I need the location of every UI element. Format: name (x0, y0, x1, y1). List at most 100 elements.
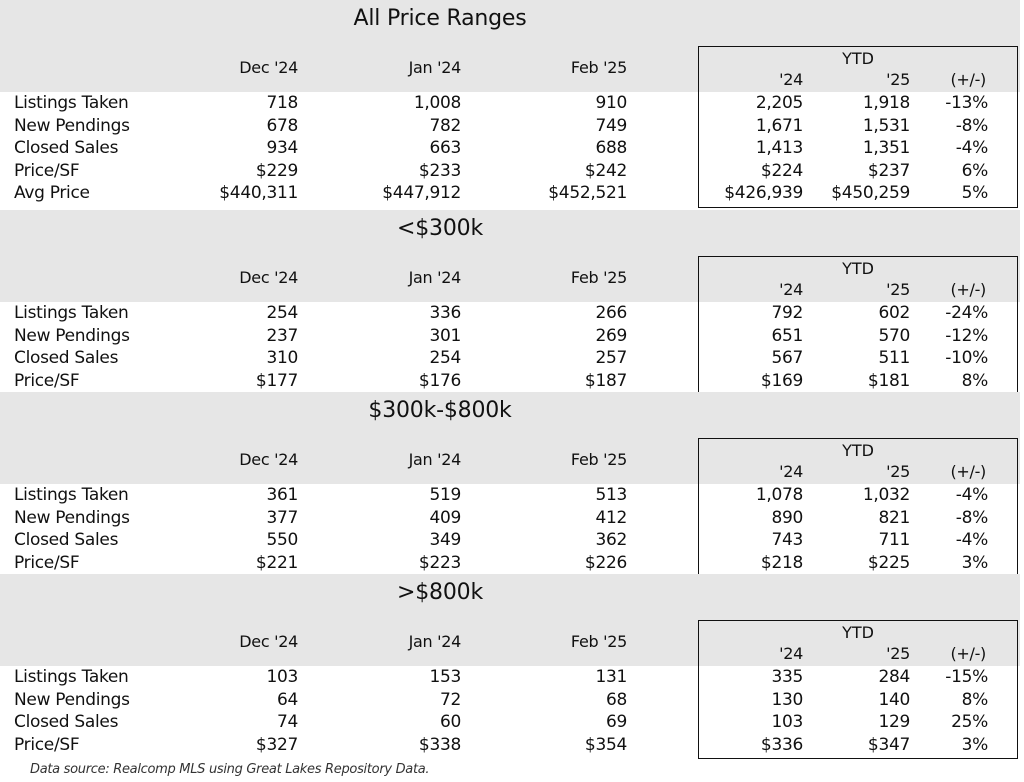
cell-ytd-change: 5% (961, 183, 989, 204)
cell-dec: 310 (266, 348, 298, 369)
cell-feb: 68 (605, 689, 627, 710)
cell-feb: 69 (605, 712, 627, 733)
cell-dec: $440,311 (219, 183, 298, 204)
ytd-label: YTD (842, 259, 874, 278)
col-header-ytd-24: '24 (779, 644, 803, 663)
cell-ytd-24: 1,413 (755, 138, 803, 159)
cell-feb: 131 (595, 667, 627, 687)
cell-dec: 103 (266, 667, 298, 687)
cell-dec: 237 (266, 325, 298, 346)
cell-ytd-24: 567 (771, 348, 803, 369)
cell-ytd-24: $336 (760, 734, 803, 755)
col-header-ytd-change: (+/-) (950, 644, 986, 663)
cell-jan: 301 (429, 325, 461, 346)
row-label: Price/SF (14, 160, 80, 181)
cell-jan: 336 (429, 303, 461, 323)
row-label: New Pendings (14, 507, 130, 528)
cell-dec: 678 (266, 115, 298, 136)
table-row-listings-taken: Listings Taken 361 519 513 1,078 1,032 -4% (0, 484, 1024, 507)
row-label: New Pendings (14, 115, 130, 136)
cell-jan: 1,008 (413, 93, 461, 113)
ytd-label: YTD (842, 441, 874, 460)
cell-jan: 782 (429, 115, 461, 136)
cell-feb: $187 (584, 370, 627, 391)
cell-ytd-24: 130 (771, 689, 803, 710)
cell-feb: $226 (584, 552, 627, 573)
row-label: Closed Sales (14, 712, 119, 733)
col-header-jan-24: Jan '24 (408, 632, 462, 651)
cell-feb: 749 (595, 115, 627, 136)
cell-ytd-24: 743 (771, 530, 803, 551)
col-header-ytd-24: '24 (779, 70, 803, 89)
section-title: <$300k (397, 216, 483, 241)
cell-ytd-25: 570 (878, 325, 910, 346)
cell-ytd-25: 129 (878, 712, 910, 733)
col-header-ytd-change: (+/-) (950, 462, 986, 481)
cell-ytd-24: $169 (760, 370, 803, 391)
cell-ytd-24: $224 (760, 160, 803, 181)
col-header-dec-24: Dec '24 (239, 450, 298, 469)
table-row-price-sf: Price/SF $221 $223 $226 $218 $225 3% (0, 552, 1024, 575)
table-row-listings-taken: Listings Taken 718 1,008 910 2,205 1,918 -13% (0, 92, 1024, 115)
cell-ytd-change: 3% (961, 552, 989, 573)
cell-ytd-24: 335 (771, 667, 803, 687)
col-header-feb-25: Feb '25 (570, 58, 627, 77)
col-header-jan-24: Jan '24 (408, 450, 462, 469)
row-label: Listings Taken (14, 93, 129, 113)
row-label: Price/SF (14, 370, 80, 391)
cell-ytd-25: 511 (878, 348, 910, 369)
cell-dec: $327 (255, 734, 298, 755)
cell-ytd-change: 25% (951, 712, 988, 733)
col-header-jan-24: Jan '24 (408, 268, 462, 287)
cell-ytd-25: $237 (867, 160, 910, 181)
row-label: Closed Sales (14, 348, 119, 369)
cell-ytd-25: $450,259 (831, 183, 910, 204)
cell-feb: $354 (584, 734, 627, 755)
col-header-ytd-25: '25 (886, 280, 910, 299)
cell-dec: 934 (266, 138, 298, 159)
cell-ytd-change: -15% (945, 667, 988, 687)
cell-jan: $176 (418, 370, 461, 391)
col-header-jan-24: Jan '24 (408, 58, 462, 77)
cell-ytd-24: 1,078 (755, 485, 803, 505)
table-row-new-pendings: New Pendings 377 409 412 890 821 -8% (0, 507, 1024, 530)
col-header-ytd-25: '25 (886, 644, 910, 663)
cell-ytd-25: 711 (878, 530, 910, 551)
cell-ytd-25: $225 (867, 552, 910, 573)
cell-ytd-change: 8% (961, 370, 989, 391)
section-title: >$800k (397, 580, 483, 605)
row-label: Closed Sales (14, 138, 119, 159)
cell-jan: 72 (439, 689, 461, 710)
cell-feb: $242 (584, 160, 627, 181)
cell-ytd-change: -13% (945, 93, 988, 113)
cell-ytd-change: 8% (961, 689, 989, 710)
cell-dec: 550 (266, 530, 298, 551)
cell-jan: $233 (418, 160, 461, 181)
table-row-avg-price: Avg Price $440,311 $447,912 $452,521 $426,93… (0, 182, 1024, 205)
row-label: Listings Taken (14, 485, 129, 505)
table-row-closed-sales: Closed Sales 310 254 257 567 511 -10% (0, 347, 1024, 370)
cell-dec: 718 (266, 93, 298, 113)
table-row-listings-taken: Listings Taken 254 336 266 792 602 -24% (0, 302, 1024, 325)
table-row-new-pendings: New Pendings 237 301 269 651 570 -12% (0, 325, 1024, 348)
cell-ytd-change: -4% (955, 530, 989, 551)
cell-feb: 269 (595, 325, 627, 346)
table-row-closed-sales: Closed Sales 934 663 688 1,413 1,351 -4% (0, 137, 1024, 160)
section-title: All Price Ranges (353, 6, 527, 31)
cell-ytd-24: 890 (771, 507, 803, 528)
row-label: Closed Sales (14, 530, 119, 551)
cell-feb: 257 (595, 348, 627, 369)
cell-jan: 663 (429, 138, 461, 159)
col-header-dec-24: Dec '24 (239, 268, 298, 287)
col-header-dec-24: Dec '24 (239, 58, 298, 77)
cell-feb: 412 (595, 507, 627, 528)
cell-ytd-change: -10% (945, 348, 988, 369)
row-label: Price/SF (14, 734, 80, 755)
cell-ytd-25: 140 (878, 689, 910, 710)
table-row-price-sf: Price/SF $229 $233 $242 $224 $237 6% (0, 160, 1024, 183)
table-row-new-pendings: New Pendings 64 72 68 130 140 8% (0, 689, 1024, 712)
ytd-label: YTD (842, 623, 874, 642)
ytd-label: YTD (842, 49, 874, 68)
ytd-box (698, 46, 1018, 208)
section-title: $300k-$800k (368, 398, 512, 423)
